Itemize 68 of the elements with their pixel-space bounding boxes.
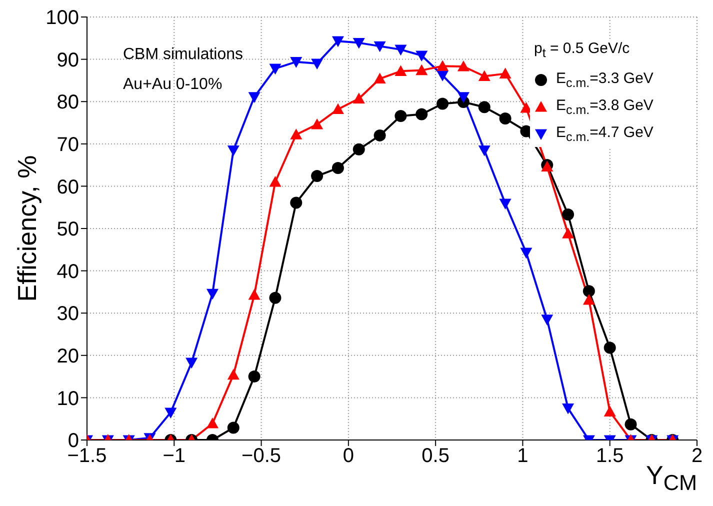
legend-title: p$_{t}$ = 0.5 GeV/c (533, 40, 631, 60)
point (332, 103, 344, 114)
point (436, 70, 449, 82)
point (352, 143, 365, 156)
point (290, 128, 302, 140)
point (290, 196, 302, 209)
x-tick-label: 1.5 (596, 445, 624, 468)
y-tick-label: 40 (56, 260, 79, 283)
point (478, 145, 490, 156)
point (499, 68, 512, 78)
point (394, 110, 407, 122)
legend-label: E$_{c.m.}$=4.7 GeV (556, 124, 654, 144)
y-tick-label: 50 (56, 218, 79, 241)
point (457, 92, 470, 103)
point (562, 228, 574, 238)
x-tick-label: −0.5 (242, 445, 282, 468)
point (499, 198, 512, 210)
point (269, 292, 282, 304)
point (352, 92, 365, 104)
point (374, 129, 386, 142)
y-tick-label: 20 (56, 346, 79, 368)
point (562, 208, 574, 221)
point (227, 368, 240, 380)
point (311, 118, 324, 130)
x-tick-label: 0.5 (422, 445, 450, 468)
point (374, 72, 386, 84)
x-tick-label: 1 (517, 445, 528, 468)
point (478, 70, 490, 82)
legend-label: E$_{c.m.}$=3.8 GeV (556, 96, 654, 116)
point (394, 65, 407, 76)
point (582, 294, 595, 305)
point (227, 145, 240, 156)
x-tick-label: 2 (691, 445, 703, 468)
point (269, 176, 282, 187)
x-tick-label: −1 (162, 445, 186, 468)
y-tick-label: 0 (68, 430, 79, 452)
point (311, 58, 324, 70)
point (332, 162, 344, 174)
point (416, 64, 428, 76)
legend-label: E$_{c.m.}$=3.3 GeV (556, 70, 654, 90)
y-tick-label: 30 (56, 303, 79, 326)
point (248, 92, 260, 103)
point (394, 44, 407, 56)
annotation: CBM simulations (123, 46, 244, 64)
x-tick-label: 0 (342, 445, 354, 468)
point (311, 170, 324, 182)
point (269, 64, 282, 75)
y-tick-label: 70 (56, 134, 79, 156)
point (436, 98, 449, 110)
point (332, 36, 344, 48)
y-tick-label: 10 (56, 388, 79, 410)
point (499, 112, 512, 125)
y-tick-label: 60 (56, 176, 79, 198)
point (416, 108, 428, 120)
point (290, 57, 302, 68)
point (478, 101, 490, 114)
point (416, 50, 428, 62)
y-tick-label: 90 (56, 49, 79, 72)
point (436, 60, 449, 71)
point (457, 60, 470, 72)
annotation: Au+Au 0-10% (123, 76, 222, 94)
point (352, 38, 365, 49)
y-tick-label: 100 (46, 7, 79, 30)
point (248, 288, 260, 300)
y-axis-title: Efficiency, % (12, 155, 42, 302)
y-tick-label: 80 (56, 92, 79, 114)
point (582, 285, 595, 298)
point (374, 41, 386, 52)
